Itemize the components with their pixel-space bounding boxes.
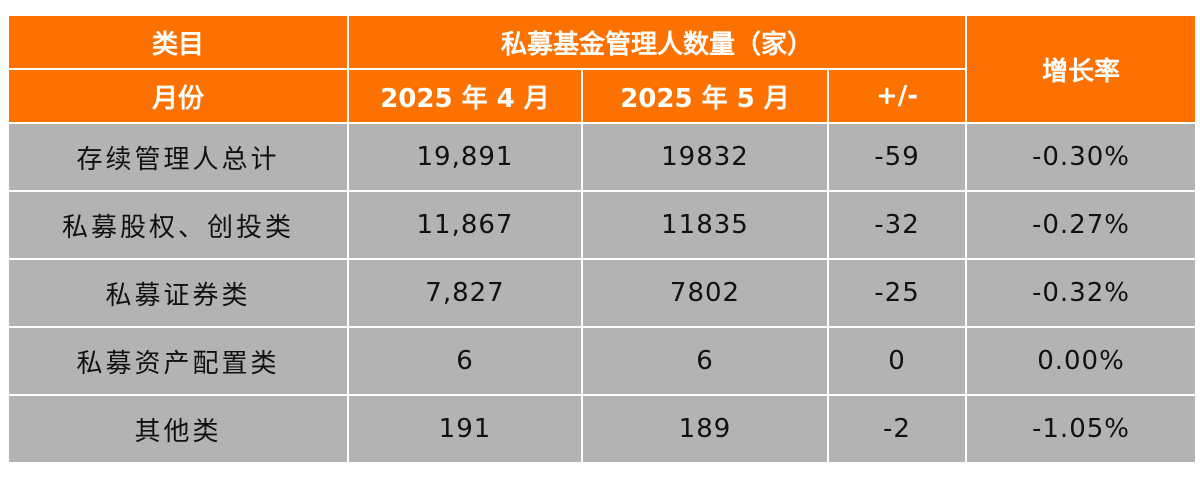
header-category: 类目 bbox=[9, 16, 347, 68]
cell-may: 7802 bbox=[583, 260, 827, 326]
cell-change: -59 bbox=[829, 124, 965, 190]
header-row-2: 月份 2025 年 4 月 2025 年 5 月 +/- bbox=[9, 70, 1195, 122]
cell-category: 私募证券类 bbox=[9, 260, 347, 326]
cell-category: 私募股权、创投类 bbox=[9, 192, 347, 258]
header-manager-count: 私募基金管理人数量（家） bbox=[349, 16, 965, 68]
table-row: 私募证券类 7,827 7802 -25 -0.32% bbox=[9, 260, 1195, 326]
manager-count-table: 类目 私募基金管理人数量（家） 增长率 月份 2025 年 4 月 2025 年… bbox=[7, 14, 1197, 464]
cell-change: -25 bbox=[829, 260, 965, 326]
cell-category: 私募资产配置类 bbox=[9, 328, 347, 394]
cell-change: -2 bbox=[829, 396, 965, 462]
cell-change: 0 bbox=[829, 328, 965, 394]
cell-growth: 0.00% bbox=[967, 328, 1195, 394]
cell-growth: -1.05% bbox=[967, 396, 1195, 462]
cell-may: 11835 bbox=[583, 192, 827, 258]
cell-april: 7,827 bbox=[349, 260, 581, 326]
cell-may: 19832 bbox=[583, 124, 827, 190]
header-row-1: 类目 私募基金管理人数量（家） 增长率 bbox=[9, 16, 1195, 122]
cell-april: 191 bbox=[349, 396, 581, 462]
cell-april: 11,867 bbox=[349, 192, 581, 258]
table-row: 私募资产配置类 6 6 0 0.00% bbox=[9, 328, 1195, 394]
header-may: 2025 年 5 月 bbox=[583, 70, 827, 122]
cell-april: 19,891 bbox=[349, 124, 581, 190]
cell-may: 6 bbox=[583, 328, 827, 394]
cell-growth: -0.30% bbox=[967, 124, 1195, 190]
cell-may: 189 bbox=[583, 396, 827, 462]
header-change: +/- bbox=[829, 70, 965, 122]
cell-change: -32 bbox=[829, 192, 965, 258]
cell-growth: -0.32% bbox=[967, 260, 1195, 326]
cell-category: 存续管理人总计 bbox=[9, 124, 347, 190]
table-row: 私募股权、创投类 11,867 11835 -32 -0.27% bbox=[9, 192, 1195, 258]
table-row: 其他类 191 189 -2 -1.05% bbox=[9, 396, 1195, 462]
table-row: 存续管理人总计 19,891 19832 -59 -0.30% bbox=[9, 124, 1195, 190]
cell-april: 6 bbox=[349, 328, 581, 394]
header-april: 2025 年 4 月 bbox=[349, 70, 581, 122]
header-month: 月份 bbox=[9, 70, 347, 122]
cell-growth: -0.27% bbox=[967, 192, 1195, 258]
header-growth-rate: 增长率 bbox=[967, 16, 1195, 122]
cell-category: 其他类 bbox=[9, 396, 347, 462]
